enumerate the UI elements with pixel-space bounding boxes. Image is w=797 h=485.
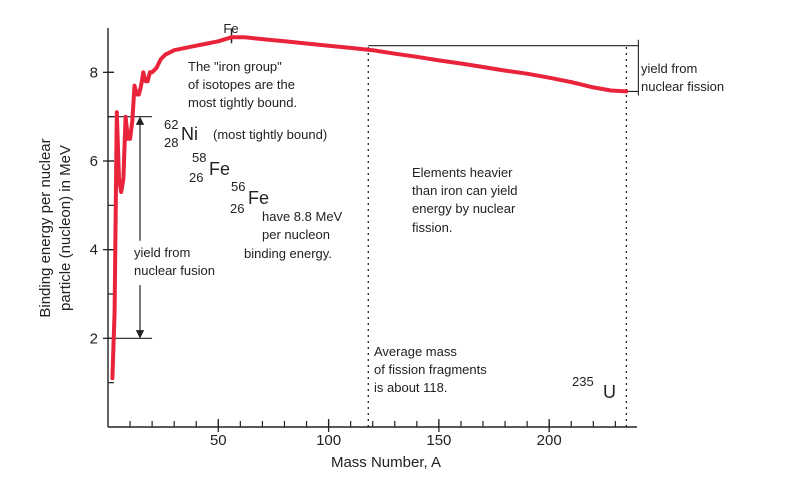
fusion-yield-line-2: nuclear fusion [134,263,215,278]
y-tick-label: 8 [90,64,98,81]
fe58-mass-number: 58 [192,150,206,165]
iron-group-line-1: The "iron group" [188,59,282,74]
fe-peak-label: Fe [223,21,238,36]
y-axis-title-line-1: Binding energy per nuclear [37,138,54,317]
axes: 2 4 6 8 50 100 150 200 [90,28,637,449]
series-group [110,35,629,381]
y-tick-label: 6 [90,153,98,170]
y-tick-label: 4 [90,242,98,259]
fe56-atomic-number: 26 [230,201,244,216]
avg-mass-line-1: Average mass [374,344,457,359]
fe56-mass-number: 56 [231,179,245,194]
u235-symbol: U [603,382,616,402]
fe58-symbol: Fe [209,159,230,179]
avg-mass-line-2: of fission fragments [374,362,487,377]
ni62-symbol: Ni [181,124,198,144]
x-tick-label: 200 [537,432,562,449]
have-energy-line-1: have 8.8 MeV [262,209,343,224]
avg-mass-line-3: is about 118. [374,380,447,395]
binding-energy-curve [110,35,629,381]
fusion-yield-line-1: yield from [134,245,190,260]
x-tick-label: 50 [210,432,227,449]
fission-yield-line-2: nuclear fission [641,79,724,94]
ni62-note: (most tightly bound) [213,127,327,142]
u235-mass-number: 235 [572,374,594,389]
have-energy-line-3: binding energy. [244,246,332,261]
fission-yield-line-1: yield from [641,61,697,76]
heavy-elements-line-3: energy by nuclear [412,201,516,216]
iron-group-line-3: most tightly bound. [188,95,297,110]
have-energy-line-2: per nucleon [262,227,330,242]
heavy-elements-line-4: fission. [412,220,452,235]
ni62-atomic-number: 28 [164,135,178,150]
x-axis-title: Mass Number, A [331,454,441,471]
iron-group-line-2: of isotopes are the [188,77,295,92]
y-tick-label: 2 [90,330,98,347]
ni62-mass-number: 62 [164,117,178,132]
x-tick-label: 150 [426,432,451,449]
heavy-elements-line-1: Elements heavier [412,165,513,180]
fe56-symbol: Fe [248,188,269,208]
heavy-elements-line-2: than iron can yield [412,183,518,198]
x-tick-label: 100 [316,432,341,449]
y-axis-title-line-2: particle (nucleon) in MeV [57,145,74,311]
fe58-atomic-number: 26 [189,170,203,185]
